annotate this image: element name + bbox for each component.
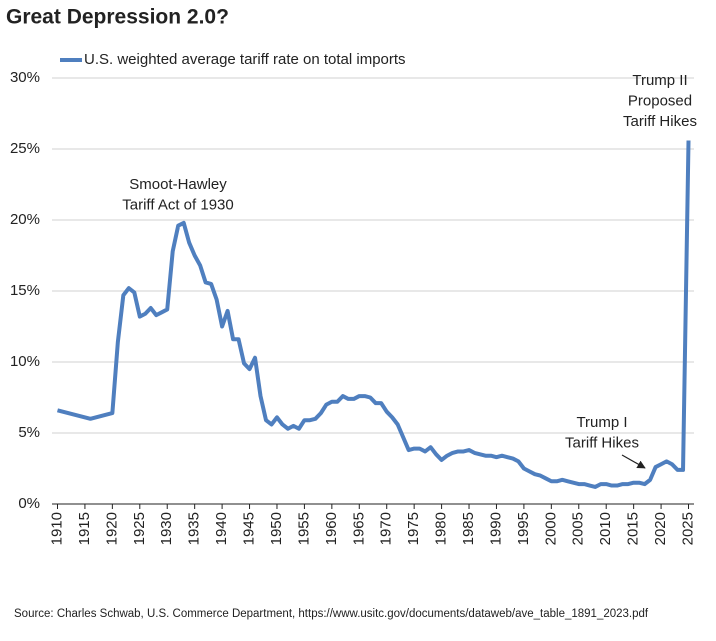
x-tick-label: 2020 bbox=[652, 512, 669, 545]
annotation: Smoot-Hawley bbox=[129, 176, 227, 193]
x-tick-label: 1920 bbox=[103, 512, 120, 545]
x-tick-label: 1945 bbox=[241, 512, 258, 545]
x-tick-label: 1915 bbox=[76, 512, 93, 545]
y-tick-label: 10% bbox=[10, 353, 40, 370]
x-tick-label: 1970 bbox=[378, 512, 395, 545]
x-tick-label: 1960 bbox=[323, 512, 340, 545]
x-tick-label: 1930 bbox=[158, 512, 175, 545]
annotation: Proposed bbox=[628, 92, 692, 109]
x-tick-label: 1910 bbox=[48, 512, 65, 545]
x-tick-label: 1935 bbox=[186, 512, 203, 545]
x-tick-label: 1925 bbox=[131, 512, 148, 545]
y-tick-label: 30% bbox=[10, 69, 40, 86]
y-tick-label: 0% bbox=[18, 495, 40, 512]
x-tick-label: 2015 bbox=[625, 512, 642, 545]
x-tick-label: 1980 bbox=[433, 512, 450, 545]
x-tick-label: 1975 bbox=[405, 512, 422, 545]
y-tick-label: 25% bbox=[10, 140, 40, 157]
y-tick-label: 15% bbox=[10, 282, 40, 299]
x-tick-label: 1940 bbox=[213, 512, 230, 545]
annotation: Tariff Hikes bbox=[623, 113, 697, 130]
source-note: Source: Charles Schwab, U.S. Commerce De… bbox=[14, 608, 649, 620]
x-tick-label: 2025 bbox=[679, 512, 696, 545]
y-tick-label: 20% bbox=[10, 211, 40, 228]
x-tick-label: 1955 bbox=[295, 512, 312, 545]
x-tick-label: 1990 bbox=[487, 512, 504, 545]
x-tick-label: 1950 bbox=[268, 512, 285, 545]
annotation-arrow bbox=[621, 454, 646, 469]
annotation: Tariff Hikes bbox=[565, 434, 639, 451]
legend-label: U.S. weighted average tariff rate on tot… bbox=[84, 51, 406, 68]
annotation: Trump II bbox=[632, 72, 687, 89]
x-tick-label: 2010 bbox=[597, 512, 614, 545]
x-tick-label: 1995 bbox=[515, 512, 532, 545]
x-tick-label: 2000 bbox=[542, 512, 559, 545]
data-line bbox=[56, 140, 691, 489]
x-tick-label: 1985 bbox=[460, 512, 477, 545]
annotation: Trump I bbox=[576, 414, 627, 431]
x-tick-label: 2005 bbox=[570, 512, 587, 545]
y-tick-label: 5% bbox=[18, 424, 40, 441]
chart-title: Great Depression 2.0? bbox=[6, 6, 229, 29]
annotation: Tariff Act of 1930 bbox=[122, 196, 233, 213]
x-tick-label: 1965 bbox=[350, 512, 367, 545]
